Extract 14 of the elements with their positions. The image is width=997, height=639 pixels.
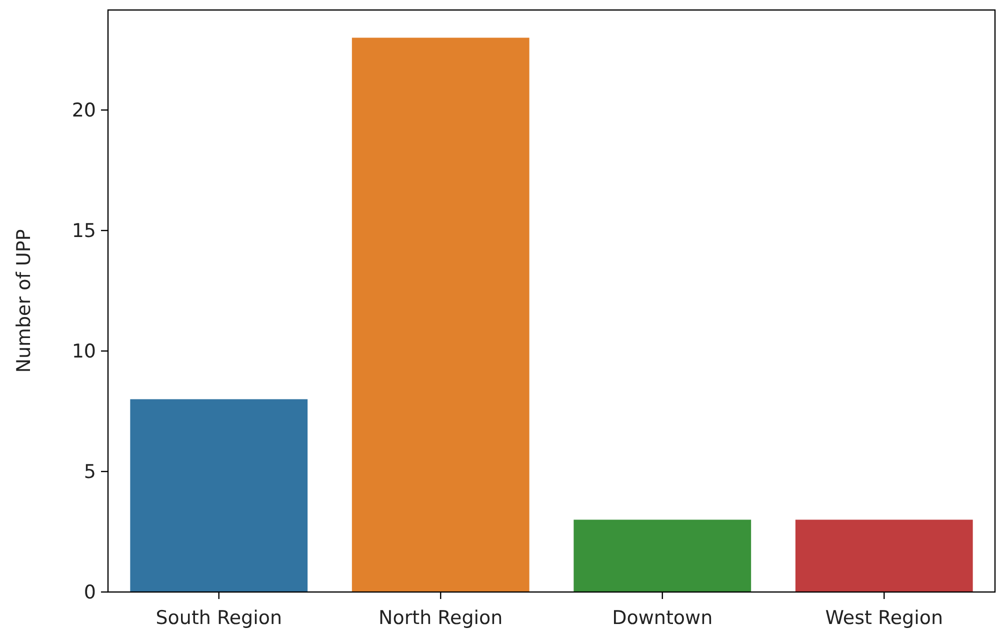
x-tick-label: North Region	[378, 607, 503, 629]
x-tick-label: Downtown	[612, 607, 713, 629]
bar	[795, 520, 973, 592]
y-tick-label: 15	[72, 220, 96, 242]
bar	[574, 520, 752, 592]
y-axis-title: Number of UPP	[13, 229, 35, 373]
y-tick-label: 0	[84, 582, 96, 604]
bar	[352, 38, 530, 592]
y-tick-label: 5	[84, 461, 96, 484]
y-tick-label: 10	[72, 340, 96, 363]
x-tick-label: South Region	[156, 607, 282, 629]
x-tick-label: West Region	[825, 607, 944, 629]
y-tick-label: 20	[72, 100, 96, 122]
bar	[130, 399, 308, 592]
